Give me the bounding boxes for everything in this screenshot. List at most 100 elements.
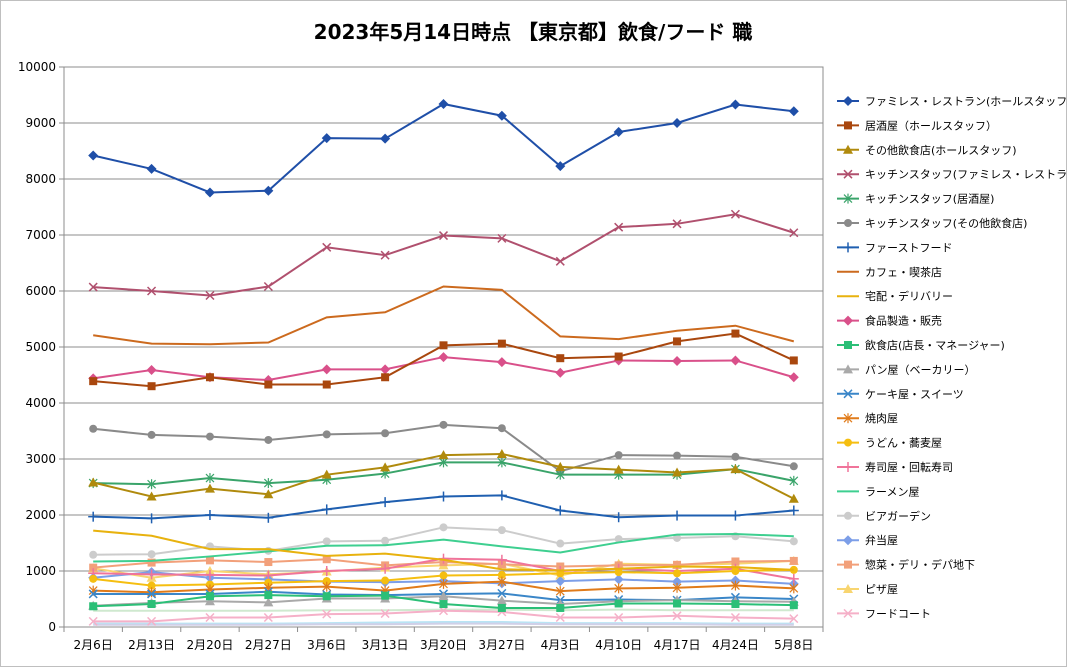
legend-entry: 寿司屋・回転寿司 bbox=[837, 460, 953, 474]
legend-entry: うどん・蕎麦屋 bbox=[837, 437, 942, 450]
data-point bbox=[730, 580, 740, 591]
legend-label: ラーメン屋 bbox=[865, 485, 920, 498]
legend-entry: ラーメン屋 bbox=[837, 485, 920, 498]
data-point bbox=[556, 603, 565, 612]
data-point bbox=[555, 161, 566, 172]
data-point bbox=[381, 536, 390, 545]
legend-entry: 宅配・デリバリー bbox=[837, 289, 953, 303]
data-point bbox=[88, 150, 99, 161]
legend-marker bbox=[844, 219, 852, 227]
y-tick-label: 5000 bbox=[25, 340, 56, 354]
data-point bbox=[263, 489, 274, 499]
data-point bbox=[789, 583, 799, 594]
data-point bbox=[204, 187, 215, 198]
legend-marker bbox=[843, 144, 853, 154]
data-point bbox=[204, 569, 215, 580]
data-point bbox=[673, 337, 682, 346]
legend-label: キッチンスタッフ(居酒屋) bbox=[865, 193, 994, 206]
data-point bbox=[264, 435, 273, 444]
legend-label: フードコート bbox=[865, 607, 931, 620]
data-point bbox=[146, 569, 157, 580]
y-tick-label: 1000 bbox=[25, 564, 56, 578]
legend-entry: ケーキ屋・スイーツ bbox=[837, 388, 964, 401]
data-point bbox=[263, 281, 273, 292]
data-point bbox=[673, 560, 682, 569]
data-point bbox=[380, 609, 390, 619]
data-point bbox=[555, 256, 565, 266]
legend-label: 食品製造・販売 bbox=[865, 314, 942, 328]
y-tick-label: 7000 bbox=[25, 228, 56, 242]
legend-label: ファーストフード bbox=[865, 241, 952, 254]
legend-marker bbox=[843, 364, 853, 374]
data-point bbox=[322, 430, 331, 439]
data-point bbox=[322, 592, 331, 601]
data-point bbox=[263, 597, 274, 607]
data-point bbox=[613, 464, 624, 474]
data-point bbox=[788, 493, 799, 503]
data-point bbox=[147, 550, 156, 559]
legend-entry: 飲食店(店長・マネージャー) bbox=[837, 338, 1005, 352]
data-point bbox=[731, 452, 740, 461]
legend-label: その他飲食店(ホールスタッフ) bbox=[865, 143, 1017, 157]
data-point bbox=[730, 209, 740, 219]
series-4 bbox=[88, 209, 799, 301]
data-point bbox=[614, 451, 623, 460]
data-point bbox=[264, 380, 273, 389]
series-14 bbox=[88, 576, 799, 598]
data-point bbox=[88, 589, 98, 599]
legend-entry: ファーストフード bbox=[837, 241, 952, 254]
data-point bbox=[321, 364, 332, 375]
data-point bbox=[88, 282, 98, 292]
legend: ファミレス・レストラン(ホールスタッフ) 居酒屋（ホールスタッフ） その他飲食店(ホ… bbox=[837, 95, 1066, 620]
legend-marker bbox=[843, 608, 853, 618]
data-point bbox=[438, 606, 449, 616]
data-point bbox=[614, 222, 624, 232]
data-point bbox=[89, 602, 98, 611]
series-8 bbox=[93, 285, 795, 346]
data-point bbox=[438, 491, 449, 502]
x-axis-ticks: 2月6日 2月13日 2月20日 2月27日 3月6日 3月13日 3月20日 3月27日 4月… bbox=[63, 627, 824, 652]
data-point bbox=[555, 505, 566, 516]
series-7 bbox=[88, 490, 799, 524]
data-point bbox=[614, 535, 623, 544]
data-point bbox=[147, 286, 157, 296]
data-point bbox=[731, 557, 740, 566]
data-point bbox=[322, 380, 331, 389]
data-point bbox=[89, 563, 98, 572]
legend-marker bbox=[843, 584, 853, 593]
data-point bbox=[497, 424, 506, 433]
data-point bbox=[731, 567, 740, 575]
data-point bbox=[672, 582, 682, 593]
data-point bbox=[789, 601, 798, 610]
data-point bbox=[322, 581, 332, 592]
gridlines bbox=[63, 66, 824, 628]
data-point bbox=[614, 599, 623, 608]
data-point bbox=[147, 558, 156, 567]
data-point bbox=[380, 364, 391, 375]
chart-title: 2023年5月14日時点 【東京都】飲食/フード 職 bbox=[314, 20, 753, 44]
data-point bbox=[88, 616, 98, 626]
series-9 bbox=[93, 529, 794, 572]
data-point bbox=[789, 356, 798, 365]
data-point bbox=[497, 603, 506, 612]
legend-label: ファミレス・レストラン(ホールスタッフ) bbox=[865, 95, 1066, 108]
x-tick-label: 4月10日 bbox=[595, 638, 642, 652]
legend-label: ビアガーデン bbox=[865, 509, 931, 523]
series-line bbox=[93, 608, 794, 612]
data-point bbox=[788, 573, 799, 584]
legend-marker bbox=[844, 341, 852, 349]
data-point bbox=[322, 242, 332, 252]
data-point bbox=[555, 461, 566, 471]
data-point bbox=[380, 250, 390, 260]
data-point bbox=[673, 533, 682, 542]
data-point bbox=[146, 364, 157, 375]
y-tick-label: 3000 bbox=[25, 452, 56, 466]
data-point bbox=[730, 464, 741, 474]
data-point bbox=[789, 475, 799, 486]
series-1 bbox=[88, 98, 799, 198]
data-point bbox=[672, 576, 683, 587]
legend-marker bbox=[843, 413, 853, 424]
data-point bbox=[205, 290, 215, 301]
data-point bbox=[730, 99, 741, 110]
